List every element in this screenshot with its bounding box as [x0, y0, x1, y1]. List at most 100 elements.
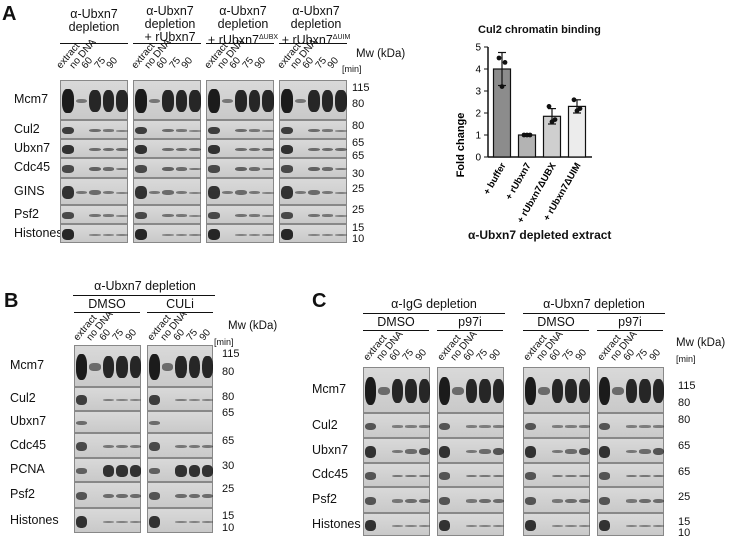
- blot-band: [599, 422, 611, 431]
- chart-title: Cul2 chromatin binding: [478, 24, 601, 36]
- blot-band: [439, 422, 451, 431]
- blot-strip: [74, 345, 141, 387]
- blot-band: [639, 524, 651, 527]
- blot-strip: [133, 80, 201, 120]
- blot-band: [525, 377, 537, 405]
- blot-band: [465, 499, 478, 503]
- blot-band: [418, 447, 430, 456]
- blot-band: [479, 378, 491, 404]
- blot-band: [135, 229, 147, 240]
- blot-band: [76, 515, 88, 528]
- blot-band: [391, 499, 404, 503]
- blot-band: [321, 90, 334, 112]
- blot-strip: [133, 158, 201, 178]
- panel-b-header: α-Ubxn7 depletion: [94, 279, 196, 293]
- blot-band: [418, 498, 430, 504]
- blot-band: [149, 515, 161, 528]
- blot-band: [308, 166, 320, 172]
- blot-band: [479, 425, 491, 428]
- blot-band: [525, 472, 537, 480]
- lane-label: 90: [123, 327, 140, 343]
- y-tick-label: 0: [475, 153, 481, 164]
- blot-band: [102, 355, 115, 379]
- mw-marker: 65: [352, 150, 365, 162]
- blot-band: [335, 167, 347, 171]
- blot-strip: [60, 139, 128, 158]
- data-point: [499, 84, 505, 89]
- blot-band: [62, 165, 74, 173]
- blot-band: [652, 474, 664, 478]
- blot-band: [262, 129, 274, 132]
- blot-band: [551, 524, 564, 527]
- blot-band: [175, 167, 188, 171]
- blot-strip: [363, 463, 430, 487]
- blot-strip: [279, 120, 347, 139]
- blot-band: [538, 386, 550, 396]
- blot-strip: [523, 367, 590, 413]
- panel-b-time-unit: [min]: [214, 337, 234, 347]
- blot-band: [652, 447, 664, 456]
- blot-band: [162, 214, 174, 217]
- blot-band: [578, 425, 590, 428]
- panel-c-treatment-2: p97i: [458, 315, 482, 329]
- blot-band: [578, 498, 590, 504]
- blot-row-label: Histones: [14, 225, 63, 240]
- data-point: [571, 97, 577, 103]
- blot-band: [102, 445, 115, 448]
- blot-band: [639, 474, 651, 478]
- blot-band: [189, 90, 201, 112]
- blot-strip: [147, 433, 213, 458]
- blot-band: [418, 524, 430, 527]
- blot-band: [625, 474, 638, 478]
- blot-band: [248, 190, 261, 195]
- blot-band: [248, 233, 261, 236]
- blot-band: [116, 129, 128, 132]
- blot-row-label: Cdc45: [10, 437, 47, 452]
- blot-band: [308, 90, 320, 112]
- blot-band: [129, 465, 141, 477]
- lane-label: 90: [487, 347, 504, 363]
- divider: [206, 43, 274, 44]
- blot-strip: [597, 463, 664, 487]
- blot-band: [625, 499, 638, 503]
- divider: [363, 313, 505, 314]
- mw-marker: 15: [222, 510, 235, 522]
- blot-band: [652, 378, 664, 404]
- blot-band: [439, 519, 451, 531]
- blot-band: [116, 90, 128, 112]
- blot-band: [102, 190, 115, 195]
- blot-band: [62, 126, 74, 135]
- blot-strip: [363, 438, 430, 463]
- blot-strip: [206, 139, 274, 158]
- blot-strip: [279, 205, 347, 224]
- blot-band: [162, 233, 174, 236]
- blot-strip: [60, 205, 128, 224]
- blot-band: [439, 445, 451, 458]
- blot-band: [208, 144, 220, 155]
- blot-band: [551, 378, 564, 404]
- blot-band: [492, 378, 504, 404]
- blot-band: [262, 214, 274, 217]
- mw-marker: 30: [222, 460, 235, 472]
- blot-band: [405, 449, 417, 454]
- blot-band: [175, 90, 188, 112]
- blot-row-label: Mcm7: [10, 358, 45, 372]
- blot-strip: [147, 387, 213, 411]
- blot-band: [75, 98, 88, 104]
- mw-marker: 115: [678, 380, 696, 392]
- blot-band: [149, 421, 161, 425]
- blot-strip: [133, 205, 201, 224]
- blot-strip: [74, 387, 141, 411]
- blot-band: [378, 386, 390, 396]
- y-tick-label: 2: [475, 109, 481, 120]
- blot-strip: [147, 411, 213, 433]
- panel-b-mw-header: Mw (kDa): [228, 320, 278, 332]
- blot-row-label: Ubxn7: [10, 414, 47, 428]
- mw-marker: 15: [352, 222, 365, 234]
- blot-band: [439, 472, 451, 480]
- blot-band: [89, 363, 101, 371]
- blot-strip: [147, 508, 213, 533]
- panel-c-letter: C: [312, 290, 327, 312]
- blot-strip: [597, 513, 664, 536]
- blot-strip: [523, 463, 590, 487]
